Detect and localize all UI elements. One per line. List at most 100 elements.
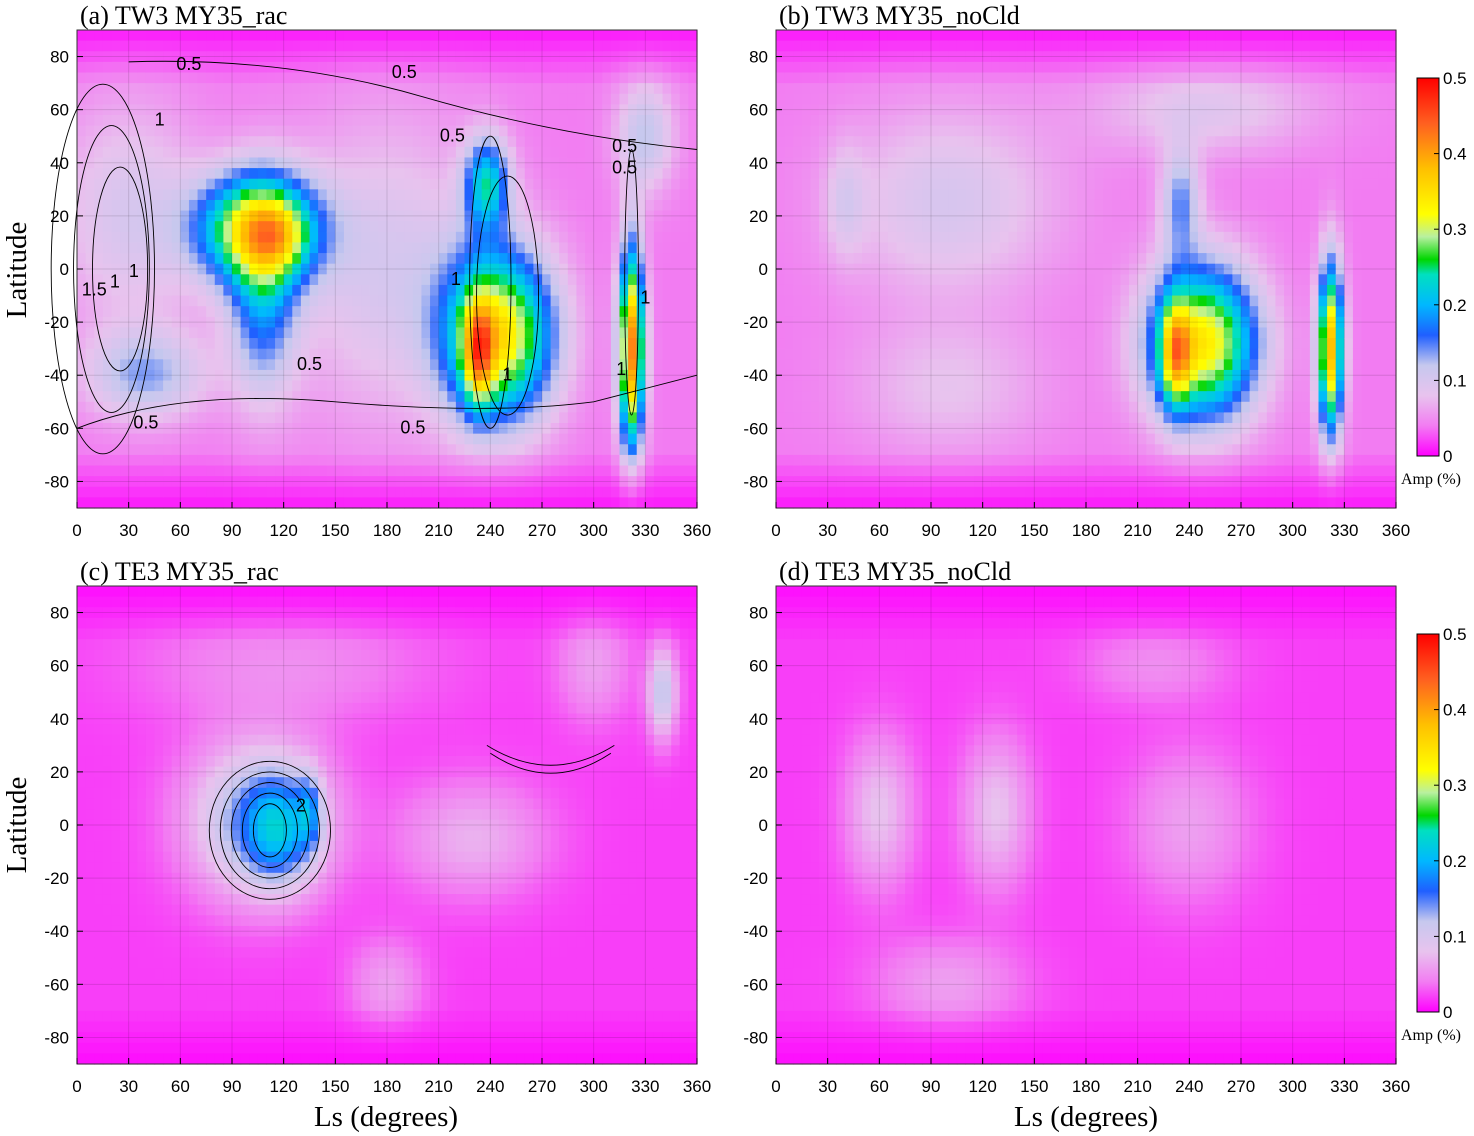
y-tick-label: -80 xyxy=(44,472,69,491)
heatmap-cell xyxy=(1008,423,1018,435)
heatmap-cell xyxy=(102,454,113,467)
heatmap-cell xyxy=(653,412,664,424)
heatmap-cell xyxy=(516,114,526,127)
heatmap-cell xyxy=(922,30,932,42)
heatmap-cell xyxy=(801,72,812,84)
heatmap-cell xyxy=(688,104,698,116)
heatmap-cell xyxy=(137,295,147,307)
heatmap-cell xyxy=(793,125,803,137)
heatmap-cell xyxy=(965,391,975,403)
heatmap-cell xyxy=(378,231,388,244)
heatmap-cell xyxy=(948,189,958,201)
heatmap-cell xyxy=(1008,189,1018,201)
heatmap-cell xyxy=(335,295,345,307)
heatmap-cell xyxy=(896,316,906,329)
heatmap-cell xyxy=(369,136,379,148)
heatmap-cell xyxy=(913,231,923,244)
heatmap-cell xyxy=(343,231,354,244)
heatmap-cell xyxy=(793,284,803,297)
heatmap-cell xyxy=(784,146,794,159)
heatmap-cell xyxy=(128,93,138,105)
heatmap-cell xyxy=(1086,401,1096,413)
heatmap-cell xyxy=(223,83,233,95)
heatmap-cell xyxy=(844,359,855,371)
heatmap-cell xyxy=(784,316,794,329)
heatmap-cell xyxy=(628,380,638,392)
heatmap-cell xyxy=(1086,61,1096,74)
heatmap-cell xyxy=(784,104,794,116)
heatmap-cell xyxy=(1008,242,1018,254)
heatmap-cell xyxy=(688,221,698,233)
heatmap-cell xyxy=(171,465,181,477)
heatmap-cell xyxy=(524,210,534,222)
heatmap-cell xyxy=(653,231,664,244)
heatmap-cell xyxy=(974,327,984,339)
heatmap-cell xyxy=(85,391,95,403)
heatmap-cell xyxy=(636,423,646,435)
heatmap-cell xyxy=(188,348,199,360)
heatmap-cell xyxy=(102,423,113,435)
heatmap-cell xyxy=(352,221,362,233)
heatmap-cell xyxy=(1025,125,1035,137)
heatmap-cell xyxy=(85,136,95,148)
heatmap-cell xyxy=(956,168,967,180)
heatmap-cell xyxy=(688,125,698,137)
heatmap-cell xyxy=(982,136,992,148)
heatmap-cell xyxy=(576,253,586,265)
heatmap-cell xyxy=(1017,189,1027,201)
heatmap-cell xyxy=(636,199,646,212)
heatmap-cell xyxy=(171,444,181,456)
heatmap-cell xyxy=(870,263,880,275)
heatmap-cell xyxy=(559,369,569,382)
heatmap-cell xyxy=(197,199,207,212)
heatmap-cell xyxy=(913,327,923,339)
heatmap-cell xyxy=(956,146,967,159)
heatmap-cell xyxy=(991,199,1001,212)
heatmap-cell xyxy=(464,136,474,148)
heatmap-cell xyxy=(576,61,586,74)
heatmap-cell xyxy=(887,306,898,318)
heatmap-cell xyxy=(887,83,898,95)
heatmap-cell xyxy=(257,295,268,307)
heatmap-cell xyxy=(542,253,552,265)
heatmap-cell xyxy=(111,338,121,350)
heatmap-cell xyxy=(853,497,863,509)
heatmap-cell xyxy=(653,454,664,467)
heatmap-cell xyxy=(111,242,121,254)
heatmap-cell xyxy=(922,412,932,424)
heatmap-cell xyxy=(300,114,311,127)
heatmap-cell xyxy=(214,114,224,127)
heatmap-cell xyxy=(404,104,414,116)
heatmap-cell xyxy=(896,242,906,254)
heatmap-cell xyxy=(896,231,906,244)
heatmap-cell xyxy=(645,454,655,467)
heatmap-cell xyxy=(473,433,483,445)
heatmap-cell xyxy=(662,199,672,212)
heatmap-cell xyxy=(636,242,646,254)
heatmap-cell xyxy=(257,231,268,244)
heatmap-cell xyxy=(455,401,466,413)
heatmap-cell xyxy=(645,295,655,307)
heatmap-cell xyxy=(533,125,543,137)
heatmap-cell xyxy=(619,444,629,456)
heatmap-cell xyxy=(120,423,130,435)
heatmap-cell xyxy=(266,369,276,382)
heatmap-cell xyxy=(585,157,595,169)
heatmap-cell xyxy=(111,125,121,137)
heatmap-cell xyxy=(896,114,906,127)
contour-line xyxy=(76,374,698,429)
heatmap-cell xyxy=(473,476,483,488)
heatmap-cell xyxy=(965,401,975,413)
heatmap-cell xyxy=(1068,274,1078,286)
heatmap-cell xyxy=(275,359,285,371)
heatmap-cell xyxy=(447,30,457,42)
heatmap-cell xyxy=(257,380,268,392)
heatmap-cell xyxy=(844,327,855,339)
heatmap-cell xyxy=(128,157,138,169)
heatmap-cell xyxy=(292,412,302,424)
heatmap-cell xyxy=(653,51,664,63)
heatmap-cell xyxy=(1017,295,1027,307)
heatmap-cell xyxy=(550,263,560,275)
heatmap-cell xyxy=(378,391,388,403)
heatmap-cell xyxy=(490,465,500,477)
